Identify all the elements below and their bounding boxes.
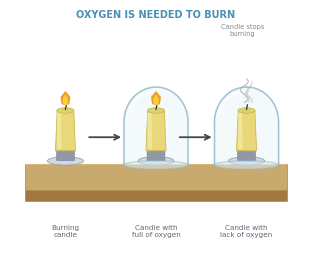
Ellipse shape — [215, 161, 279, 169]
Polygon shape — [151, 91, 161, 106]
Polygon shape — [215, 87, 279, 165]
Polygon shape — [57, 113, 61, 149]
Polygon shape — [238, 113, 243, 149]
Polygon shape — [25, 190, 287, 201]
Ellipse shape — [47, 157, 84, 165]
Text: Candle stops
burning: Candle stops burning — [221, 24, 264, 37]
Text: Candle with
lack of oxygen: Candle with lack of oxygen — [220, 225, 273, 238]
Text: Burning
candle: Burning candle — [51, 225, 80, 238]
Text: OXYGEN IS NEEDED TO BURN: OXYGEN IS NEEDED TO BURN — [76, 10, 236, 20]
FancyBboxPatch shape — [238, 150, 256, 161]
Ellipse shape — [57, 108, 74, 113]
Polygon shape — [56, 111, 76, 151]
Polygon shape — [153, 94, 159, 105]
Polygon shape — [25, 164, 287, 190]
Ellipse shape — [238, 108, 255, 113]
FancyBboxPatch shape — [56, 150, 74, 161]
FancyBboxPatch shape — [147, 150, 165, 161]
Polygon shape — [124, 87, 188, 165]
Polygon shape — [61, 91, 71, 106]
Polygon shape — [236, 111, 256, 151]
Polygon shape — [146, 111, 166, 151]
Polygon shape — [63, 94, 68, 105]
Text: Candle with
full of oxygen: Candle with full of oxygen — [132, 225, 180, 238]
Ellipse shape — [138, 157, 174, 165]
Ellipse shape — [147, 108, 165, 113]
Polygon shape — [147, 113, 152, 149]
Ellipse shape — [124, 161, 188, 169]
Ellipse shape — [228, 157, 265, 165]
